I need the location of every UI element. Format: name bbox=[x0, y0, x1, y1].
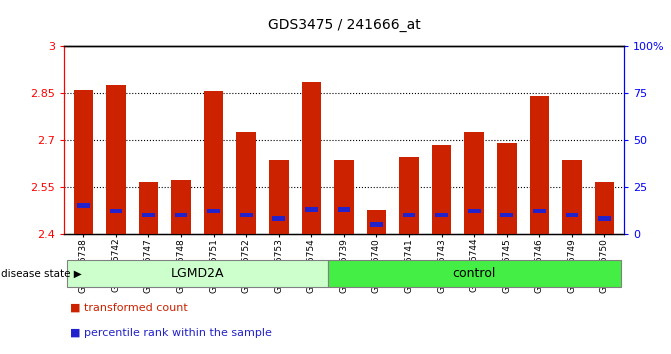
Bar bbox=[432, 144, 452, 234]
Bar bbox=[269, 160, 289, 234]
Text: GDS3475 / 241666_at: GDS3475 / 241666_at bbox=[268, 18, 420, 32]
Bar bbox=[174, 212, 187, 217]
Bar bbox=[139, 182, 158, 234]
Bar bbox=[366, 210, 386, 234]
Bar bbox=[236, 132, 256, 234]
Bar bbox=[533, 209, 546, 213]
Bar bbox=[305, 207, 317, 212]
Bar bbox=[240, 212, 252, 217]
Text: ■ percentile rank within the sample: ■ percentile rank within the sample bbox=[70, 328, 272, 338]
Bar bbox=[204, 91, 223, 234]
Bar bbox=[468, 209, 480, 213]
Bar bbox=[171, 181, 191, 234]
Bar bbox=[529, 96, 549, 234]
Text: disease state ▶: disease state ▶ bbox=[1, 268, 81, 279]
Bar bbox=[338, 207, 350, 212]
Bar bbox=[74, 90, 93, 234]
Text: LGMD2A: LGMD2A bbox=[170, 267, 224, 280]
Bar bbox=[399, 157, 419, 234]
Bar bbox=[497, 143, 517, 234]
Bar bbox=[370, 222, 383, 227]
Bar bbox=[207, 209, 220, 213]
Bar bbox=[109, 209, 122, 213]
Bar bbox=[566, 212, 578, 217]
Bar bbox=[464, 132, 484, 234]
Bar bbox=[327, 260, 621, 287]
Bar bbox=[77, 203, 90, 208]
Bar bbox=[403, 212, 415, 217]
Bar bbox=[301, 82, 321, 234]
Bar bbox=[272, 216, 285, 221]
Bar bbox=[435, 212, 448, 217]
Bar bbox=[106, 85, 125, 234]
Bar bbox=[595, 182, 614, 234]
Bar bbox=[501, 212, 513, 217]
Bar bbox=[598, 216, 611, 221]
Bar bbox=[67, 260, 327, 287]
Bar bbox=[562, 160, 582, 234]
Text: control: control bbox=[452, 267, 496, 280]
Bar bbox=[334, 160, 354, 234]
Text: ■ transformed count: ■ transformed count bbox=[70, 303, 188, 313]
Bar bbox=[142, 212, 155, 217]
